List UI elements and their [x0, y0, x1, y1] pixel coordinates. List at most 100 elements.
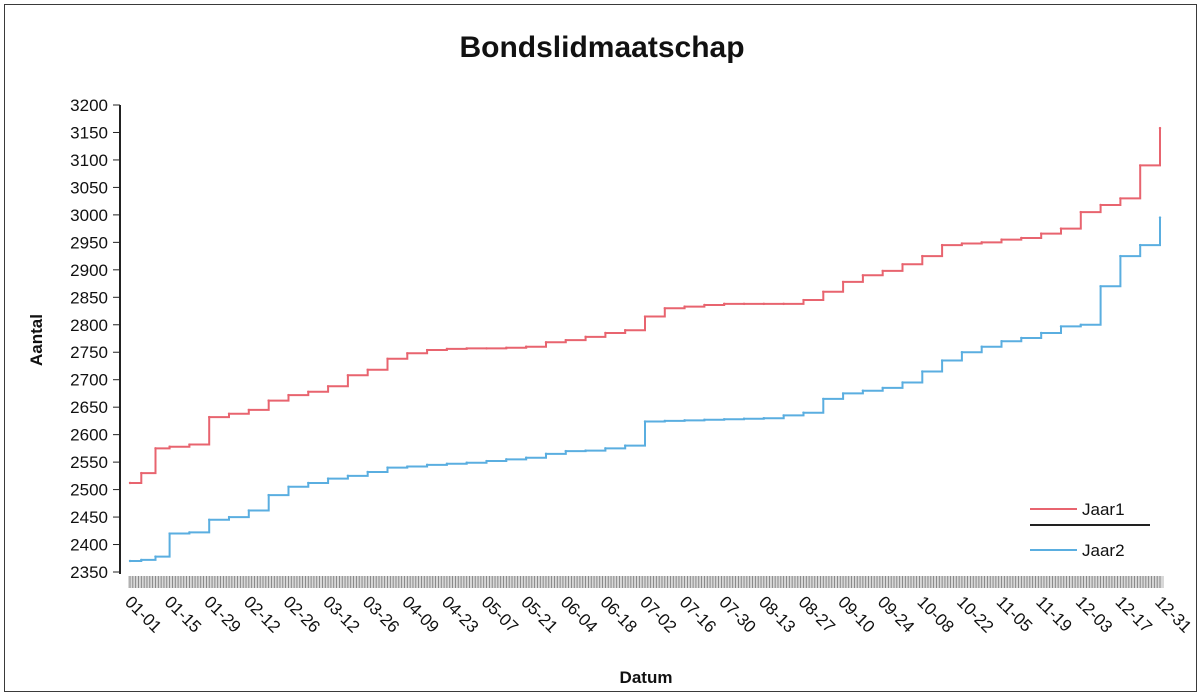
data-point-jaar2 [544, 452, 548, 456]
data-point-jaar1 [168, 445, 171, 448]
data-point-jaar2 [445, 462, 449, 465]
data-point-jaar2 [287, 485, 290, 489]
data-point-jaar1 [604, 331, 607, 335]
data-point-jaar2 [188, 531, 191, 534]
y-tick-label: 2800 [70, 316, 108, 335]
data-point-jaar1 [1119, 197, 1122, 200]
y-axis: 2350 2400 2450 2500 2550 2600 2650 2700 2750 2800… [70, 96, 121, 582]
data-point-jaar1 [723, 302, 726, 306]
x-tick-label: 08-27 [795, 592, 839, 636]
data-point-jaar1 [247, 408, 251, 412]
data-point-jaar2 [1158, 216, 1162, 219]
data-point-jaar2 [604, 447, 607, 450]
data-point-jaar2 [1000, 340, 1003, 343]
series-layer [128, 126, 1162, 563]
y-tick-label: 3100 [70, 151, 108, 170]
data-point-jaar1 [841, 280, 845, 284]
data-point-jaar2 [128, 559, 132, 563]
data-point-jaar2 [346, 474, 350, 478]
data-point-jaar1 [822, 290, 825, 293]
y-tick-label: 2700 [70, 371, 108, 390]
data-point-jaar1 [663, 307, 667, 310]
y-tick-label: 2450 [70, 508, 108, 527]
y-tick-label: 2950 [70, 233, 108, 252]
data-point-jaar2 [247, 509, 251, 512]
data-point-jaar1 [584, 335, 587, 339]
y-tick-label: 2850 [70, 288, 108, 307]
y-tick-label: 2550 [70, 453, 108, 472]
data-point-jaar2 [326, 477, 330, 480]
x-tick-label: 05-07 [478, 592, 522, 636]
data-point-jaar2 [940, 359, 944, 362]
y-tick-label: 2400 [70, 536, 108, 555]
data-point-jaar1 [940, 243, 944, 247]
data-point-jaar1 [1020, 236, 1023, 240]
series-line-jaar2 [130, 217, 1161, 562]
y-tick-label: 3150 [70, 123, 108, 142]
data-point-jaar2 [584, 449, 587, 452]
data-point-jaar2 [1059, 325, 1063, 328]
legend-label: Jaar1 [1082, 500, 1125, 519]
data-point-jaar2 [485, 459, 488, 463]
x-tick-label: 11-19 [1032, 592, 1075, 635]
y-tick-label: 2600 [70, 426, 108, 445]
data-point-jaar2 [841, 392, 845, 395]
x-tick-label: 06-18 [597, 592, 641, 636]
data-point-jaar2 [762, 416, 766, 420]
data-point-jaar2 [822, 397, 825, 401]
data-point-jaar2 [723, 418, 726, 421]
data-point-jaar1 [128, 481, 132, 485]
data-point-jaar1 [544, 341, 548, 344]
data-point-jaar1 [921, 254, 924, 258]
data-point-jaar1 [425, 348, 429, 352]
x-tick-label: 08-13 [755, 592, 799, 636]
data-point-jaar2 [524, 456, 528, 459]
data-point-jaar1 [1079, 210, 1082, 214]
x-tick-label: 12-03 [1072, 592, 1116, 636]
data-point-jaar2 [643, 420, 647, 423]
x-tick-label: 12-17 [1112, 592, 1156, 636]
data-point-jaar1 [267, 399, 270, 402]
x-tick-label: 07-30 [715, 592, 759, 636]
data-point-jaar1 [1039, 232, 1043, 235]
data-point-jaar2 [168, 532, 171, 535]
data-point-jaar1 [742, 302, 746, 306]
data-point-jaar1 [326, 385, 330, 388]
data-point-jaar1 [980, 241, 983, 244]
data-point-jaar2 [802, 411, 805, 414]
x-tick-label: 01-29 [200, 592, 244, 636]
data-point-jaar2 [267, 493, 270, 497]
data-point-jaar1 [1099, 203, 1102, 207]
data-point-jaar2 [1020, 336, 1023, 340]
x-tick-label: 04-23 [438, 592, 482, 636]
x-tick-label: 10-08 [913, 592, 957, 636]
data-point-jaar1 [154, 447, 157, 450]
data-point-jaar1 [287, 393, 290, 397]
data-point-jaar1 [1000, 238, 1003, 241]
data-point-jaar2 [782, 414, 785, 417]
data-point-jaar2 [921, 370, 924, 373]
x-tick-label: 02-12 [240, 592, 284, 636]
data-point-jaar2 [386, 466, 389, 469]
data-point-jaar2 [683, 419, 686, 422]
data-point-jaar1 [782, 302, 785, 306]
data-point-jaar2 [1039, 331, 1043, 335]
data-point-jaar2 [505, 458, 508, 461]
y-tick-label: 2750 [70, 343, 108, 362]
y-tick-label: 3000 [70, 206, 108, 225]
data-point-jaar1 [901, 263, 904, 266]
x-axis-label: Datum [620, 668, 673, 687]
data-point-jaar1 [762, 302, 766, 306]
x-tick-label: 01-01 [121, 592, 165, 636]
data-point-jaar2 [140, 558, 143, 562]
data-point-jaar1 [485, 347, 488, 350]
x-tick-label: 11-05 [993, 592, 1036, 635]
x-tick-label: 09-24 [874, 592, 918, 636]
data-point-jaar2 [307, 481, 310, 485]
data-point-jaar1 [307, 390, 310, 393]
x-tick-label: 04-09 [398, 592, 442, 636]
data-point-jaar2 [1138, 243, 1142, 247]
data-point-jaar1 [643, 315, 647, 318]
data-point-jaar1 [802, 298, 805, 302]
